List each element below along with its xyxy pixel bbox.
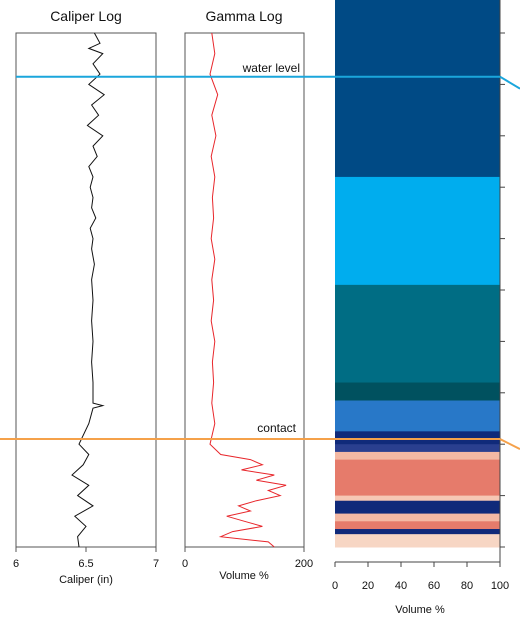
caliper-tick-label: 7: [153, 558, 159, 570]
volume-tick-label: 60: [428, 580, 440, 592]
volume-band: [335, 534, 500, 548]
gamma-curve: [209, 32, 287, 548]
volume-bands: [335, 0, 500, 548]
caliper-curve: [71, 32, 106, 548]
volume-xlabel: Volume %: [395, 604, 445, 616]
volume-tick-label: 20: [362, 580, 374, 592]
volume-band: [335, 382, 500, 402]
caliper-tick-label: 6: [13, 558, 19, 570]
caliper-tick-label: 6.5: [78, 558, 93, 570]
volume-band: [335, 521, 500, 530]
water-level-line-tail: [499, 75, 520, 90]
contact-line-tail: [499, 438, 520, 450]
volume-ticks: 0 20 40 60 80 100: [332, 32, 509, 592]
water-level-label: water level: [242, 61, 300, 75]
volume-band: [335, 451, 500, 461]
volume-tick-label: 100: [491, 580, 509, 592]
caliper-panel: Caliper Log 6 6.5 7 Caliper (in): [13, 8, 159, 586]
volume-band: [335, 459, 500, 497]
gamma-title: Gamma Log: [205, 8, 282, 24]
volume-band: [335, 400, 500, 432]
gamma-xlabel: Volume %: [219, 570, 269, 582]
gamma-tick-label: 200: [295, 558, 313, 570]
horizon-lines: [0, 75, 520, 450]
caliper-frame: [15, 32, 157, 548]
volume-band: [335, 0, 500, 178]
gamma-tick-label: 0: [182, 558, 188, 570]
gamma-ticks: 0 200: [182, 547, 313, 570]
volume-tick-label: 0: [332, 580, 338, 592]
volume-band: [335, 513, 500, 522]
volume-tick-label: 80: [461, 580, 473, 592]
volume-band: [335, 431, 500, 445]
gamma-frame: [184, 32, 305, 548]
volume-band: [335, 444, 500, 453]
gamma-panel: Gamma Log 0 200 Volume %: [182, 8, 313, 582]
caliper-plot: [71, 32, 106, 548]
caliper-title: Caliper Log: [50, 8, 122, 24]
gamma-plot: [209, 32, 287, 548]
contact-label: contact: [257, 421, 296, 435]
caliper-ticks: 6 6.5 7: [13, 547, 159, 570]
volume-band: [335, 495, 500, 502]
volume-panel: 0 20 40 60 80 100 Volume %: [332, 0, 509, 616]
volume-band: [335, 284, 500, 384]
volume-band: [335, 529, 500, 535]
volume-tick-label: 40: [395, 580, 407, 592]
volume-band: [335, 176, 500, 286]
caliper-xlabel: Caliper (in): [59, 574, 113, 586]
volume-band: [335, 500, 500, 515]
